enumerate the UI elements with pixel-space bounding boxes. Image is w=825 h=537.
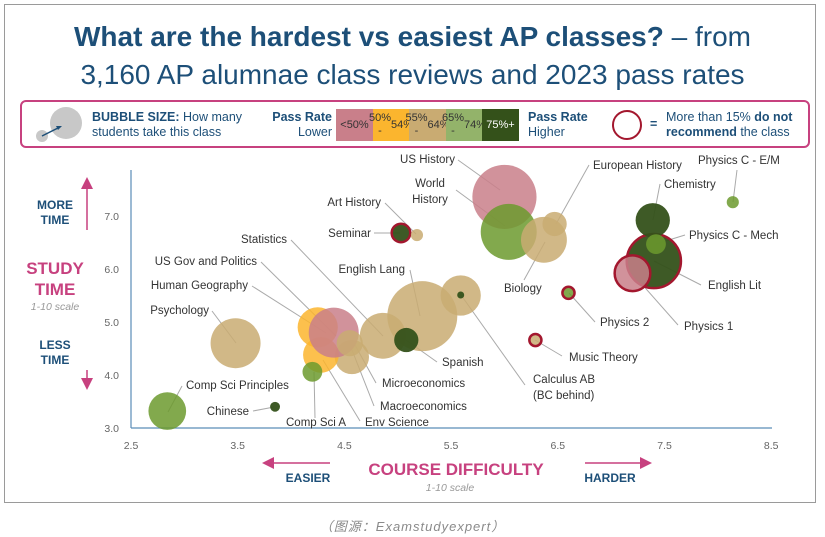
y-tick-label: 3.0 (104, 423, 119, 435)
x-tick-label: 8.5 (764, 440, 779, 452)
pass-rate-bin: 75%+ (482, 109, 519, 141)
bubble-psychology (210, 318, 261, 369)
bubble-physics-c-e-m (726, 196, 739, 209)
bubble-label-comp-sci-a: Comp Sci A (286, 417, 346, 429)
bubble-calculus-bc (457, 291, 465, 299)
bubble-physics-c-mech (646, 234, 666, 254)
bubble-label-comp-sci-principles: Comp Sci Principles (186, 380, 289, 392)
y-tick-label: 7.0 (104, 211, 119, 223)
bubble-seminar (390, 222, 412, 244)
bubble-label-world-history: World (415, 178, 445, 190)
y-tick-label: 6.0 (104, 264, 119, 276)
bubble-label-chemistry: Chemistry (664, 179, 716, 191)
bubble-label-biology: Biology (504, 283, 542, 295)
bubble-label-calculus-ab: (BC behind) (533, 390, 595, 402)
bubble-label-macroeconomics: Macroeconomics (380, 401, 467, 413)
bubble-label-english-lang: English Lang (339, 264, 406, 276)
x-axis-title: COURSE DIFFICULTY (368, 460, 544, 479)
bubble-label-microeconomics: Microeconomics (382, 378, 465, 390)
bubble-label-world-history: History (412, 194, 448, 206)
bubble-physics-1 (613, 254, 652, 293)
bubble-label-spanish: Spanish (442, 357, 484, 369)
bubble-label-statistics: Statistics (241, 234, 287, 246)
y-axis-title: STUDY (26, 259, 84, 278)
bubble-size-legend: BUBBLE SIZE: How many students take this … (92, 110, 243, 139)
easier-label: EASIER (286, 471, 331, 485)
leader-line (384, 202, 417, 235)
y-axis-title-2: TIME (35, 280, 76, 299)
not-recommend-legend: More than 15% do not recommend the class (666, 110, 793, 139)
bubble-label-us-gov-and-politics: US Gov and Politics (155, 256, 258, 268)
bubble-music-theory (528, 332, 543, 348)
pass-rate-lower: Pass Rate Lower (272, 110, 332, 139)
bubble-label-english-lit: English Lit (708, 280, 762, 292)
bubble-label-human-geography: Human Geography (151, 280, 248, 292)
bubble-physics-2 (561, 285, 576, 301)
bubble-size-icon (36, 107, 82, 142)
bubble-label-psychology: Psychology (150, 305, 209, 317)
pass-rate-bin: 55% -64% (405, 109, 450, 141)
bubble-label-us-history: US History (400, 154, 455, 166)
pass-rate-bin: 50% -54% (369, 109, 413, 141)
x-tick-label: 2.5 (124, 440, 139, 452)
x-tick-label: 6.5 (550, 440, 565, 452)
y-tick-label: 4.0 (104, 370, 119, 382)
y-axis-scale: 1-10 scale (31, 301, 80, 313)
more-time-label: MORE (37, 198, 73, 212)
bubble-spanish (394, 327, 419, 353)
bubble-statistics (359, 312, 406, 359)
equals-sign: = (650, 117, 658, 131)
harder-label: HARDER (584, 471, 636, 485)
not-recommend-ring-icon (612, 110, 642, 140)
x-tick-label: 5.5 (444, 440, 459, 452)
bubble-label-env-science: Env Science (365, 417, 429, 429)
less-time-label: LESS (39, 338, 70, 352)
bubble-label-art-history: Art History (327, 197, 381, 209)
less-time-label-2: TIME (41, 353, 70, 367)
x-axis-scale: 1-10 scale (426, 482, 475, 494)
x-tick-label: 3.5 (230, 440, 245, 452)
pass-rate-higher: Pass Rate Higher (528, 110, 588, 139)
bubble-label-physics-1: Physics 1 (684, 321, 733, 333)
chart-title: What are the hardest vs easiest AP class… (74, 21, 751, 52)
bubble-label-physics-c-mech: Physics C - Mech (689, 230, 778, 242)
x-tick-label: 4.5 (337, 440, 352, 452)
more-time-label-2: TIME (41, 213, 70, 227)
bubble-label-physics-2: Physics 2 (600, 317, 649, 329)
bubble-label-seminar: Seminar (328, 228, 371, 240)
pass-rate-bin: <50% (336, 109, 373, 141)
bubble-label-physics-c-e-m: Physics C - E/M (698, 155, 780, 167)
bubble-label-calculus-ab: Calculus AB (533, 374, 595, 386)
bubble-label-european-history: European History (593, 160, 682, 172)
chart-frame (4, 4, 816, 503)
pass-rate-bin: 65% -74% (442, 109, 486, 141)
bubble-comp-sci-a (302, 361, 323, 382)
chart-subtitle: 3,160 AP alumnae class reviews and 2023 … (80, 59, 745, 90)
bubble-label-music-theory: Music Theory (569, 352, 638, 364)
y-tick-label: 5.0 (104, 317, 119, 329)
legend: BUBBLE SIZE: How many students take this … (20, 100, 810, 148)
bubble-comp-sci-principles (148, 392, 187, 430)
bubble-chinese (270, 401, 280, 412)
x-tick-label: 7.5 (657, 440, 672, 452)
bubble-microeconomics (336, 330, 363, 357)
bubble-european-history (542, 211, 567, 237)
bubble-chemistry (635, 203, 670, 238)
image-source-caption: （图源：Examstudyexpert） (319, 519, 506, 534)
bubble-label-chinese: Chinese (207, 406, 249, 418)
bubble-art-history (410, 229, 424, 242)
